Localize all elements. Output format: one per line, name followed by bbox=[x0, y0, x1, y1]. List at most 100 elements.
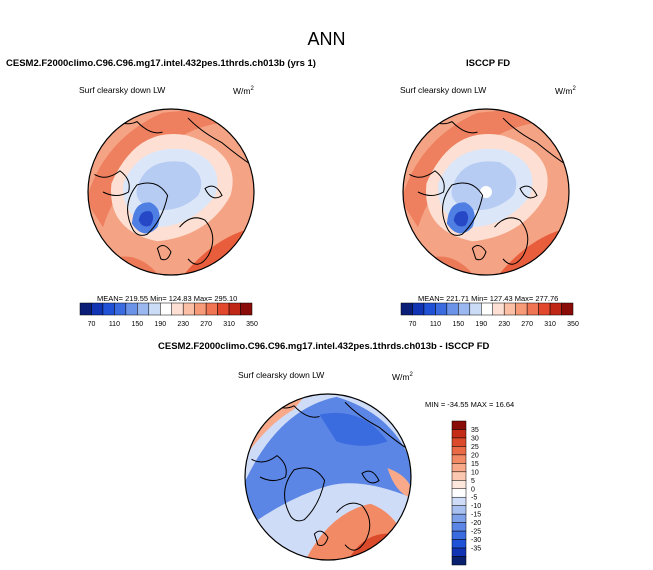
coast-scandinavia bbox=[494, 217, 529, 265]
colorbar-tick-label: -15 bbox=[471, 512, 481, 519]
colorbar-tick-label: 310 bbox=[223, 321, 235, 328]
colorbar-swatch bbox=[91, 302, 104, 316]
panel-1-colorbar: 70 110 150 190 230 270 310 350 bbox=[79, 302, 258, 328]
coast-greenland bbox=[284, 467, 326, 522]
colorbar-tick-label: 230 bbox=[498, 321, 510, 328]
coast-canada bbox=[409, 170, 445, 197]
colorbar-swatch bbox=[492, 302, 505, 316]
field-greenland-core bbox=[453, 211, 469, 227]
colorbar-swatch bbox=[451, 530, 467, 540]
colorbar-swatch bbox=[458, 302, 471, 316]
coast-siberia bbox=[187, 117, 253, 167]
colorbar-swatch bbox=[538, 302, 551, 316]
colorbar-tick-label: 190 bbox=[475, 321, 487, 328]
panel-3-units: W/m2 bbox=[392, 372, 413, 382]
panel-3-stats: MIN = -34.55 MAX = 16.64 bbox=[425, 400, 515, 409]
colorbar-swatch bbox=[451, 505, 467, 515]
panel-3-title: CESM2.F2000climo.C96.C96.mg17.intel.432p… bbox=[158, 341, 490, 352]
colorbar-tick-label: 190 bbox=[154, 321, 166, 328]
colorbar-tick-label: 25 bbox=[471, 444, 479, 451]
colorbar-tick-label: 20 bbox=[471, 452, 479, 459]
colorbar-tick-label: 350 bbox=[567, 321, 579, 328]
coast-greenland bbox=[127, 182, 169, 236]
colorbar-tick-label: 150 bbox=[452, 321, 464, 328]
panel-3-polar-map bbox=[244, 393, 412, 561]
field-cold-zone bbox=[136, 161, 202, 211]
colorbar-tick-label: -35 bbox=[471, 546, 481, 553]
colorbar-swatch bbox=[148, 302, 161, 316]
panel-2-variable: Surf clearsky down LW bbox=[400, 85, 487, 95]
coast-siberia bbox=[344, 401, 410, 451]
colorbar-swatch bbox=[228, 302, 241, 316]
colorbar-swatch bbox=[435, 302, 448, 316]
colorbar-tick-label: 110 bbox=[430, 321, 441, 328]
panel-1-variable: Surf clearsky down LW bbox=[79, 85, 166, 95]
colorbar-swatch bbox=[182, 302, 195, 316]
field-greenland-core bbox=[138, 211, 154, 227]
colorbar-swatch bbox=[549, 302, 562, 316]
colorbar-tick-label: 110 bbox=[109, 321, 120, 328]
colorbar-swatch bbox=[481, 302, 493, 316]
coast-canada bbox=[251, 455, 287, 482]
colorbar-tick-label: 270 bbox=[200, 321, 212, 328]
colorbar-swatch bbox=[451, 429, 467, 439]
field-pos-right bbox=[387, 468, 411, 499]
map-boundary bbox=[87, 108, 255, 276]
colorbar-swatch bbox=[446, 302, 459, 316]
colorbar-swatch bbox=[451, 547, 467, 557]
panel-1-polar-map bbox=[87, 108, 255, 276]
coast-iceland bbox=[471, 245, 487, 261]
panel-2-stats: MEAN= 221.71 Min= 127.43 Max= 277.76 bbox=[418, 294, 559, 303]
colorbar-swatch bbox=[217, 302, 230, 316]
colorbar-swatch bbox=[125, 302, 138, 316]
colorbar-tick-label: -5 bbox=[471, 495, 477, 502]
colorbar-swatch bbox=[451, 463, 467, 473]
colorbar-swatch bbox=[194, 302, 207, 316]
panel-3-variable: Surf clearsky down LW bbox=[238, 370, 325, 380]
colorbar-swatch bbox=[205, 302, 218, 316]
panel-2-polar-map bbox=[402, 108, 570, 276]
colorbar-swatch bbox=[561, 302, 574, 316]
field-band-1 bbox=[88, 109, 254, 228]
main-title: ANN bbox=[307, 29, 346, 49]
colorbar-tick-label: 230 bbox=[177, 321, 189, 328]
coast-svalbard bbox=[519, 185, 538, 199]
colorbar-swatch bbox=[451, 496, 467, 506]
colorbar-tick-label: 15 bbox=[471, 461, 479, 468]
coast-svalbard bbox=[204, 185, 223, 199]
colorbar-tick-label: 10 bbox=[471, 469, 479, 476]
coast-scandinavia bbox=[179, 217, 214, 265]
colorbar-swatch bbox=[451, 446, 467, 456]
colorbar-tick-label: 35 bbox=[471, 427, 479, 434]
coast-iceland bbox=[156, 245, 172, 261]
coast-iceland bbox=[313, 530, 329, 547]
map-boundary bbox=[244, 393, 412, 561]
colorbar-tick-label: -30 bbox=[471, 537, 481, 544]
panel-1-units: W/m2 bbox=[233, 86, 254, 96]
map-field bbox=[245, 394, 411, 560]
coast-canada bbox=[94, 170, 130, 197]
colorbar-swatch bbox=[451, 420, 467, 430]
colorbar-swatch bbox=[451, 454, 467, 464]
colorbar-swatch bbox=[503, 302, 516, 316]
colorbar-swatch bbox=[240, 302, 253, 316]
field-neg-core bbox=[319, 412, 388, 446]
colorbar-swatch bbox=[469, 302, 482, 316]
field-band-1 bbox=[403, 109, 569, 228]
panel-2-units: W/m2 bbox=[555, 86, 576, 96]
colorbar-tick-label: -10 bbox=[471, 503, 481, 510]
map-boundary bbox=[402, 108, 570, 276]
panel-2-title: ISCCP FD bbox=[466, 58, 511, 69]
colorbar-tick-label: -25 bbox=[471, 529, 481, 536]
colorbar-swatch bbox=[412, 302, 425, 316]
colorbar-tick-label: 5 bbox=[471, 478, 475, 485]
coast-svalbard bbox=[361, 470, 380, 484]
panel-2-colorbar: 70 110 150 190 230 270 310 350 bbox=[400, 302, 579, 328]
colorbar-swatch bbox=[137, 302, 150, 316]
colorbar-tick-label: 350 bbox=[246, 321, 258, 328]
colorbar-tick-label: -20 bbox=[471, 520, 481, 527]
panel-1-title: CESM2.F2000climo.C96.C96.mg17.intel.432p… bbox=[6, 58, 316, 69]
map-field bbox=[403, 109, 569, 275]
colorbar-swatch bbox=[102, 302, 115, 316]
